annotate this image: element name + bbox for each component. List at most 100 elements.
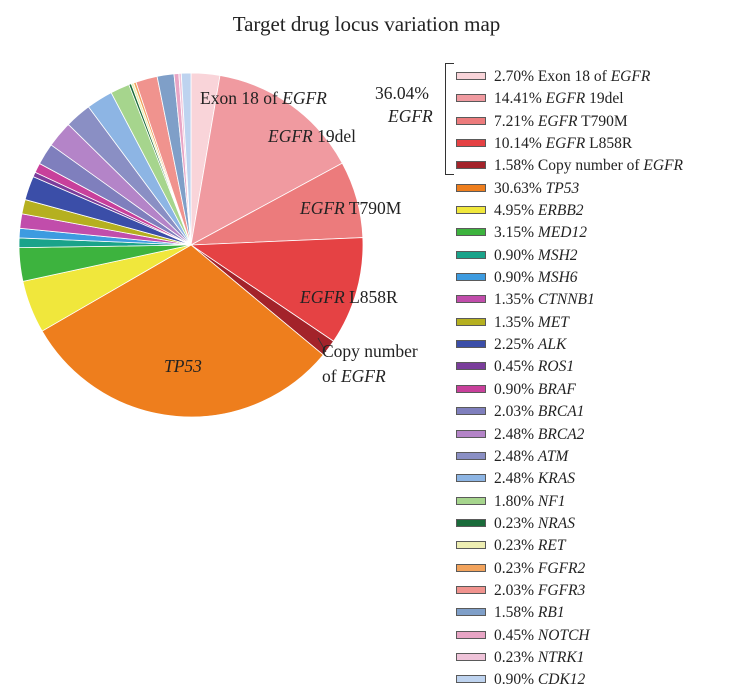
legend-gene: MSH2 (537, 246, 578, 264)
pie-label-gene: EGFR (300, 198, 345, 218)
legend-gene: NOTCH (537, 626, 590, 644)
legend-label: 1.35% CTNNB1 (494, 289, 595, 311)
legend-percent: 2.48% (494, 447, 538, 465)
legend-percent: 0.90% (494, 671, 538, 689)
legend-percent: 2.03% (494, 403, 538, 421)
legend-percent: 1.35% (494, 313, 538, 331)
egfr-group-gene: EGFR (388, 106, 433, 126)
legend-percent: 3.15% (494, 224, 538, 242)
pie-label-copy-number-2: of EGFR (322, 366, 386, 387)
legend-percent: 1.58% (494, 157, 538, 175)
legend-percent: 14.41% (494, 90, 546, 108)
legend-gene: ALK (537, 336, 567, 354)
legend-percent: 1.58% (494, 604, 538, 622)
legend-gene: RET (537, 537, 566, 555)
legend-swatch (456, 585, 486, 594)
legend-gene: MSH6 (537, 269, 578, 287)
legend-percent: 10.14% (494, 135, 546, 153)
legend-swatch (456, 407, 486, 416)
legend-label: 0.23% NRAS (494, 513, 575, 535)
legend-gene: FGFR3 (537, 581, 586, 599)
legend-swatch (456, 429, 486, 438)
legend-swatch (456, 228, 486, 237)
legend-gene: EGFR (545, 135, 586, 153)
legend-label: 2.03% FGFR3 (494, 580, 585, 602)
legend-label: 1.80% NF1 (494, 491, 565, 513)
legend-gene: EGFR (537, 112, 578, 130)
legend-percent: 0.23% (494, 559, 538, 577)
legend-gene: NTRK1 (537, 648, 585, 666)
pie-label-gene: EGFR (300, 287, 345, 307)
legend-gene: ROS1 (537, 358, 575, 376)
legend-label: 0.23% NTRK1 (494, 647, 584, 669)
legend-gene: KRAS (537, 470, 575, 488)
pie-slice-cdk12 (180, 72, 192, 246)
legend-gene: BRCA1 (537, 403, 585, 421)
legend-swatch (456, 139, 486, 148)
legend-percent: 30.63% (494, 179, 546, 197)
legend-label: 1.58% RB1 (494, 602, 565, 624)
pie-slice-egfr-19del (190, 75, 343, 246)
legend-label: 1.58% Copy number of EGFR (494, 155, 683, 177)
egfr-group-percent: 36.04% (375, 83, 429, 103)
legend-swatch (456, 518, 486, 527)
legend-swatch (456, 183, 486, 192)
legend-percent: 1.35% (494, 291, 538, 309)
legend-gene: ERBB2 (537, 202, 584, 220)
legend-swatch (456, 496, 486, 505)
pie-label-text: Copy number (322, 341, 418, 361)
legend-gene: FGFR2 (537, 559, 586, 577)
legend-percent: 0.90% (494, 380, 538, 398)
legend-gene: EGFR (545, 90, 586, 108)
egfr-group-bracket (445, 63, 454, 175)
legend-swatch (456, 340, 486, 349)
legend-swatch (456, 317, 486, 326)
legend-swatch (456, 675, 486, 684)
legend-percent: 1.80% (494, 492, 538, 510)
legend-label: 10.14% EGFR L858R (494, 133, 632, 155)
legend-percent: 0.23% (494, 537, 538, 555)
legend-swatch (456, 362, 486, 371)
legend-label: 0.23% RET (494, 535, 565, 557)
legend-label: 30.63% TP53 (494, 178, 579, 200)
legend-gene: RB1 (537, 604, 565, 622)
legend-percent: 2.25% (494, 336, 538, 354)
legend-label: 2.48% ATM (494, 446, 568, 468)
pie-label-text: Exon 18 of (200, 88, 283, 108)
legend-gene: EGFR (610, 68, 651, 85)
pie-label-t790m: EGFR T790M (300, 198, 401, 219)
pie-label-text: 19del (312, 126, 356, 146)
legend-label: 3.15% MED12 (494, 222, 587, 244)
legend-swatch (456, 652, 486, 661)
legend-swatch (456, 630, 486, 639)
legend-gene: EGFR (643, 157, 684, 175)
legend-swatch (456, 161, 486, 170)
pie-label-text: T790M (344, 198, 402, 218)
pie-label-l858r: EGFR L858R (300, 287, 398, 308)
legend-swatch (456, 563, 486, 572)
legend-label: 2.48% KRAS (494, 468, 575, 490)
legend-label: 4.95% ERBB2 (494, 200, 584, 222)
legend-gene: NRAS (537, 514, 575, 532)
legend-gene: TP53 (545, 179, 580, 197)
legend-gene: MED12 (537, 224, 587, 242)
legend-swatch (456, 116, 486, 125)
legend-swatch (456, 608, 486, 617)
legend-label: 1.35% MET (494, 312, 569, 334)
legend-label: 0.45% NOTCH (494, 625, 590, 647)
legend-label: 14.41% EGFR 19del (494, 88, 624, 110)
legend-label: 2.48% BRCA2 (494, 424, 584, 446)
pie-label-text: of (322, 366, 341, 386)
legend-label: 0.23% FGFR2 (494, 558, 585, 580)
legend-label: 0.90% CDK12 (494, 669, 585, 691)
leader-line (317, 337, 327, 353)
legend-swatch (456, 72, 486, 80)
legend-gene: ATM (537, 447, 569, 465)
pie-label-exon18: Exon 18 of EGFR (200, 88, 327, 109)
legend-label-text: 19del (585, 90, 624, 108)
legend-label: 2.70% Exon 18 of EGFR (494, 66, 650, 88)
pie-label-19del: EGFR 19del (268, 126, 356, 147)
legend-gene: NF1 (537, 492, 566, 510)
legend-swatch (456, 541, 486, 550)
